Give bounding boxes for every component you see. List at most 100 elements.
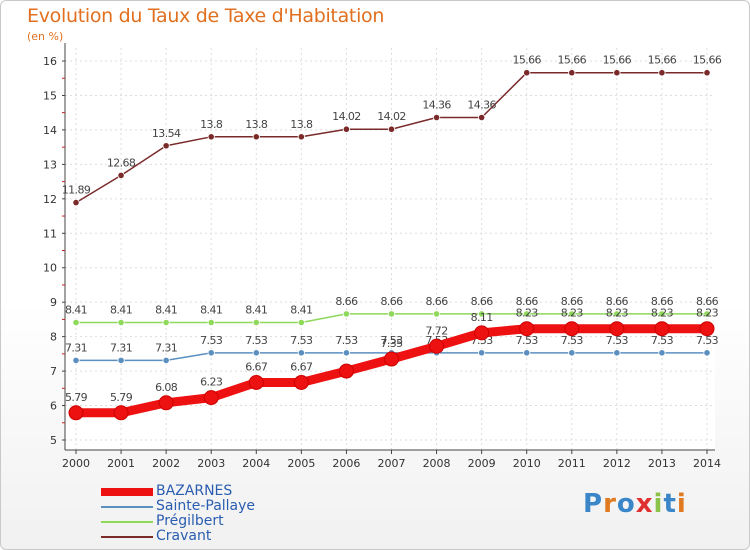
data-point-pr-gilbert <box>703 310 711 318</box>
data-point-bazarnes <box>68 405 84 421</box>
data-label-pr-gilbert: 8.66 <box>380 295 403 308</box>
data-point-cravant <box>613 69 621 77</box>
y-tick-label: 7 <box>50 365 57 378</box>
data-label-bazarnes: 8.23 <box>561 307 584 320</box>
data-label-bazarnes: 6.08 <box>155 381 178 394</box>
x-tick-label: 2010 <box>513 457 541 470</box>
data-point-cravant <box>568 69 576 77</box>
data-point-pr-gilbert <box>162 318 170 327</box>
data-point-pr-gilbert <box>568 310 576 318</box>
data-label-bazarnes: 8.23 <box>606 307 629 320</box>
logo-letter: r <box>603 489 617 519</box>
data-point-pr-gilbert <box>432 310 441 318</box>
data-point-bazarnes <box>429 338 445 354</box>
data-point-cravant <box>658 69 666 77</box>
data-point-pr-gilbert <box>613 310 621 318</box>
data-label-pr-gilbert: 8.66 <box>335 295 358 308</box>
legend-swatch <box>101 521 153 523</box>
data-label-sainte-pallaye: 7.53 <box>200 334 223 347</box>
legend-label: Sainte-Pallaye <box>156 498 256 514</box>
data-label-pr-gilbert: 8.41 <box>245 304 267 317</box>
data-label-bazarnes: 8.23 <box>516 307 539 320</box>
data-label-cravant: 15.66 <box>603 54 632 67</box>
x-tick-label: 2001 <box>107 457 135 470</box>
data-label-bazarnes: 5.79 <box>110 391 133 404</box>
data-label-cravant: 13.54 <box>152 127 181 140</box>
data-point-sainte-pallaye <box>523 349 531 357</box>
logo-letter: P <box>583 489 604 519</box>
data-point-sainte-pallaye <box>297 349 305 357</box>
data-label-pr-gilbert: 8.66 <box>561 295 584 308</box>
data-point-sainte-pallaye <box>703 349 711 357</box>
data-point-cravant <box>207 133 215 141</box>
data-label-sainte-pallaye: 7.53 <box>561 334 584 347</box>
x-tick-label: 2007 <box>378 457 406 470</box>
data-label-sainte-pallaye: 7.31 <box>155 341 177 354</box>
data-label-pr-gilbert: 8.66 <box>696 295 719 308</box>
data-point-pr-gilbert <box>523 310 531 318</box>
x-tick-label: 2012 <box>603 457 631 470</box>
data-label-bazarnes: 8.23 <box>696 307 719 320</box>
data-point-cravant <box>703 69 711 77</box>
data-point-pr-gilbert <box>207 318 215 327</box>
y-tick-label: 8 <box>50 331 57 344</box>
data-label-bazarnes: 6.23 <box>200 376 223 389</box>
data-label-pr-gilbert: 8.66 <box>651 295 674 308</box>
data-point-bazarnes <box>519 321 535 337</box>
data-label-bazarnes: 8.23 <box>651 307 674 320</box>
y-tick-label: 13 <box>43 158 57 171</box>
data-point-cravant <box>523 69 531 77</box>
data-label-cravant: 11.89 <box>62 184 91 197</box>
legend-label: Cravant <box>156 528 212 544</box>
data-label-cravant: 13.8 <box>245 118 268 131</box>
data-point-pr-gilbert <box>297 318 305 327</box>
data-point-cravant <box>387 125 396 133</box>
data-label-pr-gilbert: 8.41 <box>200 304 222 317</box>
logo-letter: i <box>676 489 687 519</box>
data-point-sainte-pallaye <box>613 349 621 357</box>
logo-letter: x <box>635 489 654 519</box>
data-point-sainte-pallaye <box>162 356 170 365</box>
data-label-bazarnes: 6.67 <box>245 360 268 373</box>
chart-title: Evolution du Taux de Taxe d'Habitation <box>27 5 385 27</box>
data-label-cravant: 14.02 <box>332 110 361 123</box>
data-label-cravant: 14.02 <box>377 110 406 123</box>
data-label-sainte-pallaye: 7.53 <box>380 334 403 347</box>
x-tick-label: 2005 <box>287 457 315 470</box>
y-tick-label: 14 <box>43 124 57 137</box>
data-point-sainte-pallaye <box>478 349 486 357</box>
data-point-cravant <box>342 125 351 133</box>
x-tick-label: 2009 <box>468 457 496 470</box>
data-point-cravant <box>162 142 170 150</box>
x-tick-label: 2008 <box>423 457 451 470</box>
data-point-bazarnes <box>293 374 309 390</box>
legend-swatch <box>101 488 153 496</box>
data-label-pr-gilbert: 8.66 <box>516 295 539 308</box>
data-point-cravant <box>72 199 80 207</box>
data-label-bazarnes: 6.67 <box>290 360 313 373</box>
data-label-bazarnes: 7.35 <box>380 337 403 350</box>
logo-letter: i <box>653 489 664 519</box>
data-point-bazarnes <box>654 321 670 337</box>
data-label-bazarnes: 7.72 <box>426 324 448 337</box>
y-tick-label: 9 <box>50 296 57 309</box>
data-point-pr-gilbert <box>658 310 666 318</box>
data-point-pr-gilbert <box>342 310 351 318</box>
x-tick-label: 2002 <box>152 457 180 470</box>
data-label-cravant: 15.66 <box>558 54 587 67</box>
data-point-sainte-pallaye <box>117 356 125 365</box>
line-chart: 5 6 7 8 9 10 11 12 13 14 15 16 2000 2001 2002 2003 2004 2… <box>43 43 722 470</box>
data-point-cravant <box>432 113 441 122</box>
data-point-bazarnes <box>248 374 264 390</box>
legend-swatch <box>101 536 153 538</box>
data-label-sainte-pallaye: 7.53 <box>651 334 674 347</box>
data-label-cravant: 13.8 <box>290 118 313 131</box>
logo-letter: t <box>663 489 677 519</box>
y-tick-label: 6 <box>50 400 57 413</box>
data-label-pr-gilbert: 8.66 <box>426 295 449 308</box>
data-point-bazarnes <box>699 321 715 337</box>
data-label-cravant: 12.68 <box>107 156 136 169</box>
data-label-sainte-pallaye: 7.31 <box>65 341 87 354</box>
data-point-cravant <box>297 133 305 141</box>
